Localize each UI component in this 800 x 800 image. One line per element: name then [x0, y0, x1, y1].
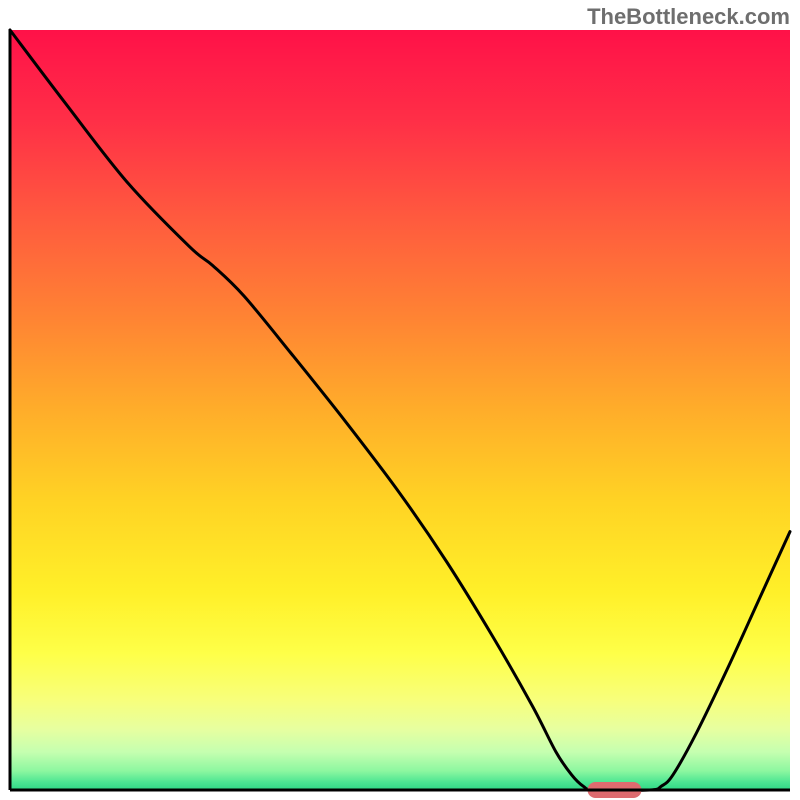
chart-svg [0, 0, 800, 800]
gradient-background [10, 30, 790, 790]
watermark-text: TheBottleneck.com [587, 4, 790, 30]
chart-canvas: TheBottleneck.com [0, 0, 800, 800]
